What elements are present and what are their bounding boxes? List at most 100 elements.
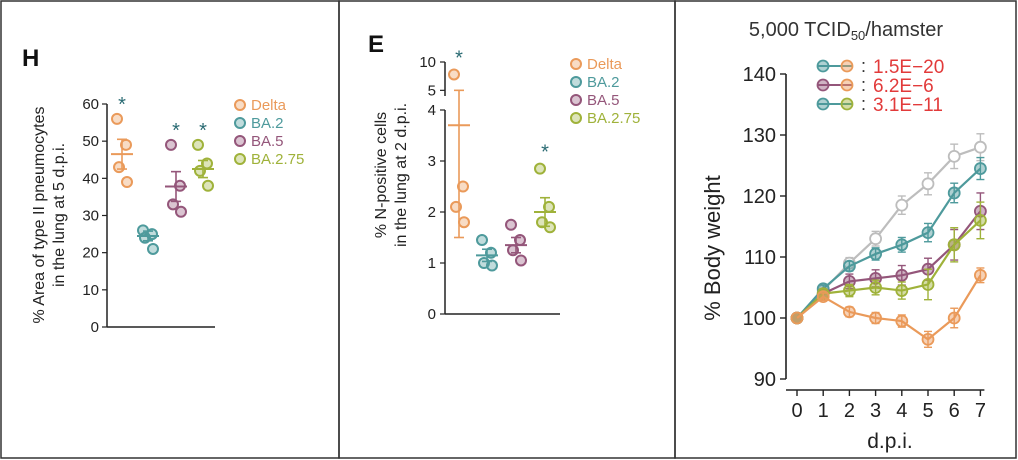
w-point-ba-5 (895, 268, 909, 282)
w-ytick-label: 140 (743, 64, 776, 86)
panel-h-ylabel: % Area of type II pneumocytes in the lun… (31, 106, 68, 323)
e-significance-star: * (455, 47, 463, 69)
panel-e-ylabel: % N-positive cells in the lung at 2 d.p.… (373, 103, 410, 247)
w-pval-separator: : (861, 94, 866, 114)
e-ytick-label: 0 (428, 306, 436, 323)
panel-h-ylabel-line1: % Area of type II pneumocytes (31, 106, 48, 323)
w-xtick-label: 7 (975, 400, 986, 422)
w-point-ba-2 (947, 186, 961, 200)
e-ytick-label-upper: 10 (419, 54, 436, 71)
w-ytick-label: 130 (743, 125, 776, 147)
w-pval-text: 6.2E−6 (873, 76, 934, 97)
e-point-delta (448, 68, 460, 81)
h-significance-star: * (172, 120, 180, 142)
w-xtick-label: 2 (844, 400, 855, 422)
w-point-mock (974, 140, 987, 154)
w-point-ba-2-75 (974, 213, 987, 227)
w-point-ba-2-75 (843, 284, 856, 297)
w-xtick-label: 5 (922, 400, 933, 422)
e-ytick-label-upper: 5 (428, 82, 436, 99)
w-pval-text: 1.5E−20 (873, 57, 944, 78)
e-significance-star: * (541, 142, 549, 164)
e-point-delta (457, 180, 469, 193)
w-point-ba-2 (974, 162, 987, 175)
w-point-delta (921, 332, 935, 346)
h-legend-label-ba-5: BA.5 (251, 133, 284, 150)
panel-h-chart: H % Area of type II pneumocytes in the l… (22, 45, 304, 336)
h-legend-marker-ba-5 (234, 135, 246, 147)
w-point-ba-2 (869, 247, 882, 261)
h-legend-marker-ba-2 (234, 117, 246, 129)
panel-e-ylabel-line2: in the lung at 2 d.p.i. (393, 103, 410, 247)
h-legend-label-delta: Delta (251, 97, 287, 114)
h-point-ba-2-75 (202, 179, 214, 192)
e-legend-label-delta: Delta (587, 56, 623, 73)
w-pval-marker-delta (840, 59, 854, 73)
w-point-ba-2-75 (921, 278, 935, 291)
w-ytick-label: 90 (754, 369, 776, 391)
w-point-delta (947, 311, 961, 325)
h-point-delta (111, 112, 123, 125)
w-xtick-label: 1 (818, 400, 829, 422)
h-legend-marker-ba-2-75 (234, 153, 246, 165)
w-point-delta (895, 314, 909, 328)
w-ytick-label: 110 (744, 247, 776, 269)
w-xtick-label: 3 (870, 400, 881, 422)
h-point-ba-5 (165, 138, 177, 151)
h-legend-label-ba-2: BA.2 (251, 115, 284, 132)
w-pval-marker-ba-2-75 (840, 97, 854, 111)
h-ytick-label: 30 (82, 208, 99, 225)
w-point-ba-2 (843, 259, 856, 273)
e-legend-label-ba-5: BA.5 (587, 92, 620, 109)
w-ytick-label: 120 (743, 186, 776, 208)
h-ytick-label: 0 (91, 319, 99, 336)
w-series-line-ba-2-75 (796, 219, 982, 319)
w-point-ba-2-75 (947, 238, 961, 252)
w-xtick-label: 0 (791, 400, 802, 422)
title-tail: /hamster (865, 19, 943, 41)
e-legend-marker-ba-2 (570, 76, 582, 88)
e-ytick-label: 4 (428, 102, 436, 119)
panel-e-label: E (368, 31, 384, 58)
w-pval-separator: : (861, 75, 866, 95)
e-legend-label-ba-2-75: BA.2.75 (587, 110, 640, 127)
w-pval-separator: : (861, 56, 866, 76)
w-point-mock (947, 149, 961, 163)
e-legend-marker-ba-5 (570, 94, 582, 106)
e-legend-marker-ba-2-75 (570, 112, 582, 124)
h-significance-star: * (118, 94, 126, 116)
panel-h-label: H (22, 45, 39, 72)
panel-weight-ylabel: % Body weight (700, 175, 725, 321)
w-point-ba-2-75 (895, 284, 909, 297)
w-pval-marker-delta (840, 78, 854, 92)
title-sub: 50 (851, 28, 865, 43)
e-ytick-label: 1 (428, 255, 436, 272)
w-xtick-label: 4 (896, 400, 907, 422)
h-point-ba-2 (147, 242, 159, 255)
w-point-delta (816, 290, 830, 304)
e-ytick-label: 2 (428, 204, 436, 221)
panel-e-chart: E % N-positive cells in the lung at 2 d.… (368, 31, 640, 323)
w-ytick-label: 100 (743, 308, 776, 330)
e-legend-label-ba-2: BA.2 (587, 74, 620, 91)
e-point-ba-2 (486, 259, 498, 272)
w-point-delta (974, 268, 987, 282)
h-point-delta (121, 176, 133, 189)
h-ytick-label: 60 (82, 96, 99, 113)
h-ytick-label: 40 (82, 170, 99, 187)
w-pval-marker-ba-5 (816, 78, 830, 92)
e-point-ba-5 (515, 254, 527, 267)
e-point-ba-5 (505, 218, 517, 231)
h-point-ba-5 (175, 205, 187, 218)
w-point-delta (790, 311, 804, 325)
panel-e-ylabel-line1: % N-positive cells (373, 112, 390, 238)
w-point-delta (843, 305, 856, 319)
h-legend-label-ba-2-75: BA.2.75 (251, 151, 304, 168)
h-ytick-label: 50 (82, 133, 99, 150)
panel-frame-weight (674, 0, 1017, 459)
panel-h-ylabel-line2: in the lung at 5 d.p.i. (51, 143, 68, 287)
e-legend-marker-delta (570, 58, 582, 70)
w-xtick-label: 6 (949, 400, 960, 422)
w-point-mock (895, 198, 909, 212)
e-point-ba-2 (476, 234, 488, 247)
